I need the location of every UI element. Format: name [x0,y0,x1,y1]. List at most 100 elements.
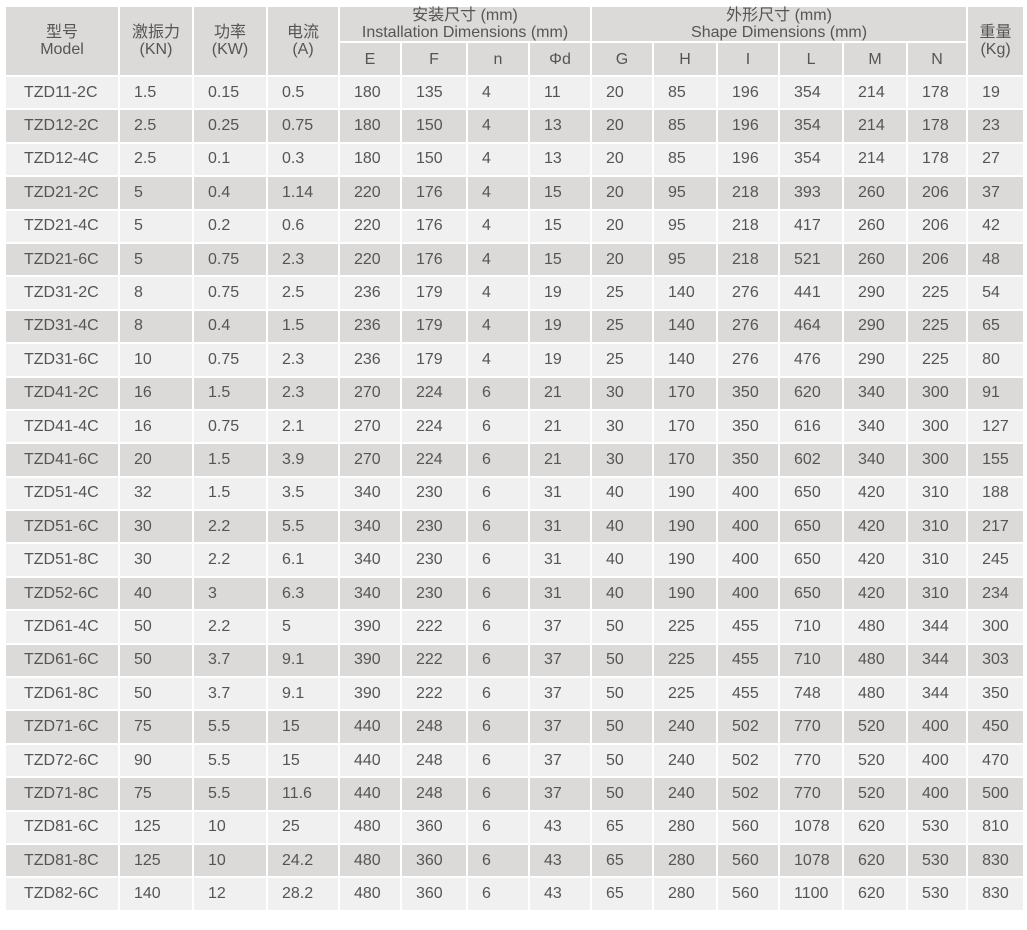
table-cell: 400 [906,742,969,779]
table-cell: 176 [400,175,468,211]
table-cell: 190 [652,575,719,612]
table-row: TZD61-4C 50 2.2 5 390 222 6 37 50 225 455 710 480 344… [4,609,1026,645]
table-cell: 280 [652,876,719,912]
table-row: TZD11-2C 1.5 0.15 0.5 180 135 4 11 20 85 196 354 214… [4,74,1026,111]
table-cell: 2.2 [192,609,268,645]
table-cell: 4 [466,342,530,378]
table-cell: 350 [716,442,781,478]
table-cell: 25 [590,308,655,345]
table-cell: 178 [906,141,969,178]
table-cell: 6 [466,876,530,912]
table-row: TZD31-6C 10 0.75 2.3 236 179 4 19 25 140 276 476 290… [4,342,1026,378]
table-cell: 37 [527,642,593,679]
table-row: TZD52-6C 40 3 6.3 340 230 6 31 40 190 400 650 420 310… [4,575,1026,612]
table-cell: 530 [906,842,969,879]
table-cell: 217 [966,509,1026,545]
table-cell: 0.6 [266,208,340,244]
table-cell: 300 [906,408,969,445]
table-cell: 476 [778,342,845,378]
cell-model: TZD51-6C [4,509,120,545]
table-cell: 1100 [778,876,845,912]
table-cell: 310 [906,542,969,578]
header-current-unit: (A) [292,41,314,58]
table-cell: 2.5 [118,141,194,178]
table-cell: 30 [590,408,655,445]
table-cell: 4 [466,175,530,211]
table-cell: 179 [400,275,468,311]
table-cell: 650 [778,542,845,578]
table-cell: 502 [716,742,781,779]
table-cell: 10 [192,809,268,845]
table-cell: 350 [716,408,781,445]
table-cell: 5.5 [192,776,268,812]
table-cell: 10 [192,842,268,879]
table-cell: 196 [716,108,781,144]
table-cell: 178 [906,108,969,144]
table-cell: 240 [652,742,719,779]
table-cell: 135 [400,74,468,111]
table-cell: 300 [906,442,969,478]
table-cell: 6 [466,709,530,745]
table-cell: 230 [400,542,468,578]
table-cell: 354 [778,141,845,178]
table-cell: 95 [652,241,719,278]
table-cell: 455 [716,609,781,645]
table-cell: 620 [842,876,909,912]
table-cell: 50 [118,609,194,645]
table-cell: 140 [652,342,719,378]
table-cell: 303 [966,642,1026,679]
table-cell: 464 [778,308,845,345]
cell-model: TZD82-6C [4,876,120,912]
table-cell: 50 [590,642,655,679]
table-cell: 140 [652,275,719,311]
table-cell: 20 [590,108,655,144]
table-cell: 176 [400,208,468,244]
table-cell: 3.7 [192,676,268,712]
table-cell: 206 [906,241,969,278]
cell-model: TZD71-8C [4,776,120,812]
table-cell: 480 [338,809,402,845]
table-cell: 220 [338,175,402,211]
table-cell: 393 [778,175,845,211]
header-force-unit: (KN) [139,41,173,58]
table-cell: 260 [842,175,909,211]
header-shape: 外形尺寸 (mm) Shape Dimensions (mm) [590,5,969,43]
table-cell: 3.9 [266,442,340,478]
table-cell: 502 [716,709,781,745]
header-power-cn: 功率 [213,24,246,41]
table-cell: 27 [966,141,1026,178]
table-cell: 3.7 [192,642,268,679]
table-cell: 0.4 [192,175,268,211]
table-cell: 390 [338,676,402,712]
table-cell: 240 [652,776,719,812]
cell-model: TZD71-6C [4,709,120,745]
header-shape-col: H [652,41,719,77]
header-install-en: Installation Dimensions (mm) [361,24,569,41]
cell-model: TZD31-4C [4,308,120,345]
table-row: TZD21-4C 5 0.2 0.6 220 176 4 15 20 95 218 417 260 206… [4,208,1026,244]
table-cell: 234 [966,575,1026,612]
table-cell: 0.75 [192,342,268,378]
table-cell: 344 [906,642,969,679]
table-cell: 50 [590,609,655,645]
table-cell: 480 [842,676,909,712]
table-cell: 530 [906,809,969,845]
table-cell: 25 [266,809,340,845]
table-cell: 65 [966,308,1026,345]
table-cell: 13 [527,108,593,144]
table-cell: 125 [118,842,194,879]
table-cell: 521 [778,241,845,278]
table-cell: 420 [842,542,909,578]
cell-model: TZD21-6C [4,241,120,278]
table-cell: 230 [400,509,468,545]
table-cell: 360 [400,809,468,845]
table-cell: 31 [527,475,593,512]
table-cell: 0.75 [192,275,268,311]
table-cell: 440 [338,742,402,779]
table-cell: 20 [590,208,655,244]
table-cell: 30 [590,375,655,411]
table-cell: 650 [778,475,845,512]
table-cell: 276 [716,342,781,378]
header-install-col: n [466,41,530,77]
cell-model: TZD61-8C [4,676,120,712]
